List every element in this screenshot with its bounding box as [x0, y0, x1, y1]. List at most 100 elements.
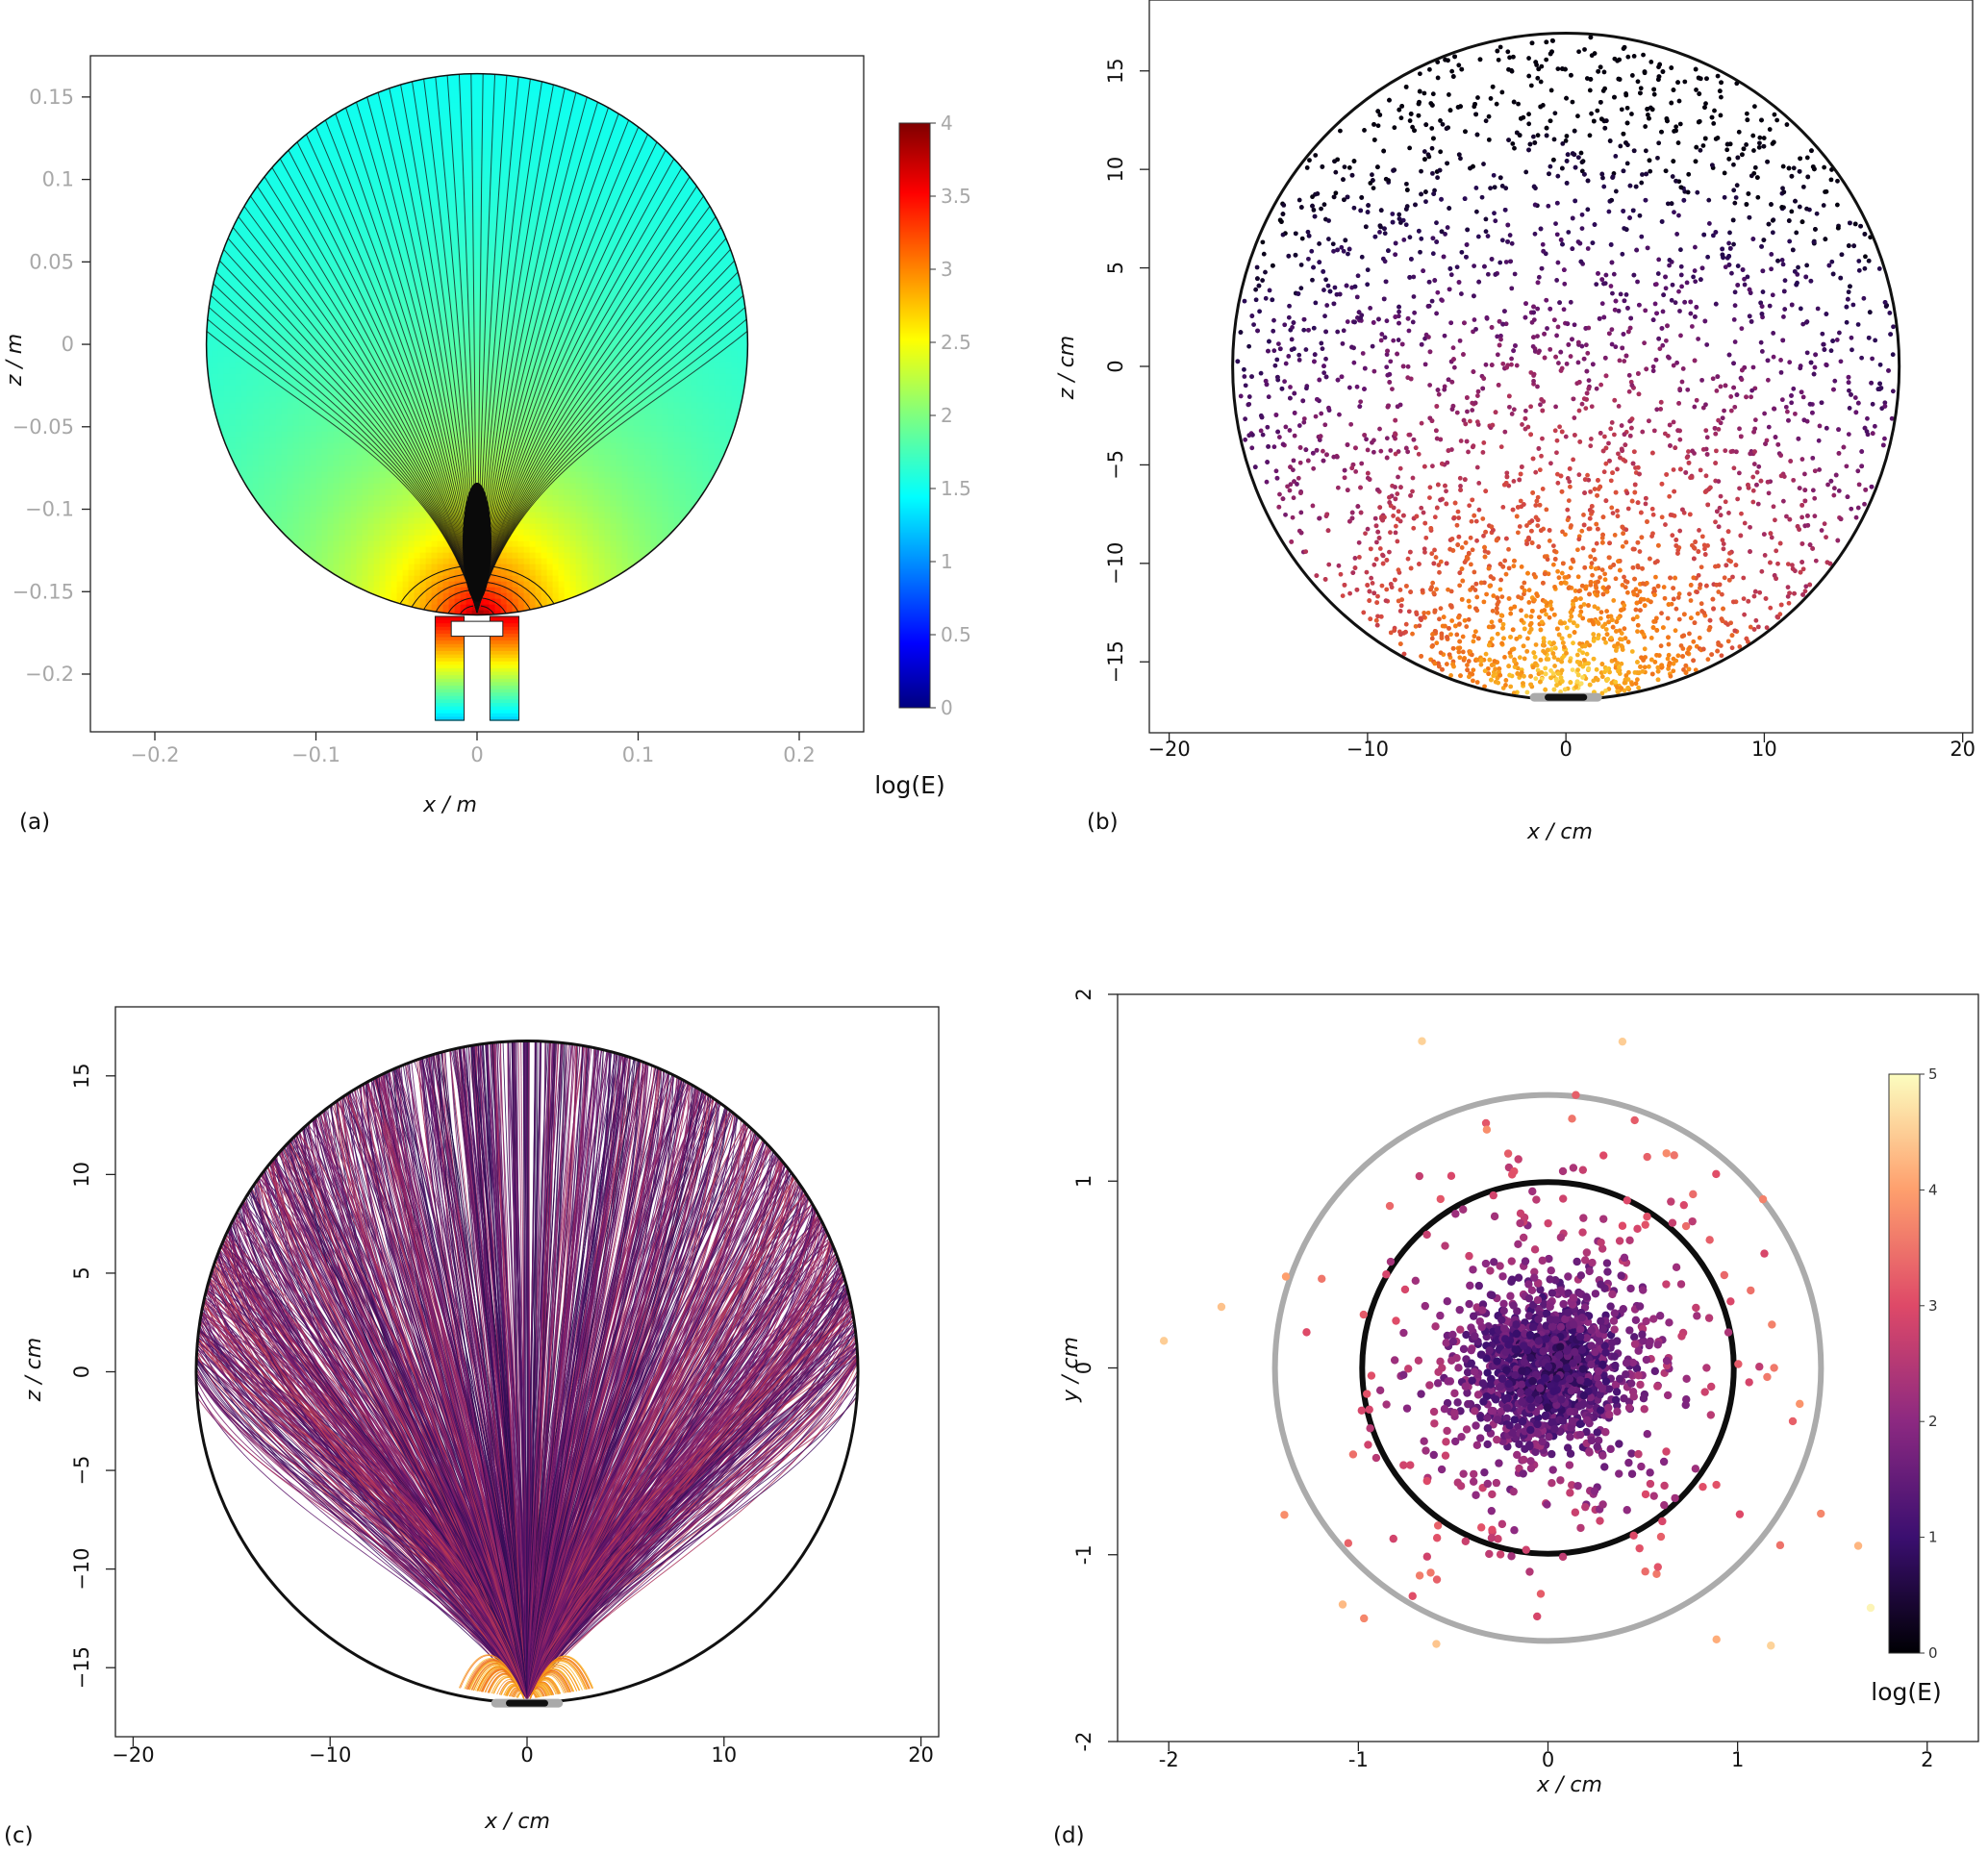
field-cell [350, 327, 358, 335]
field-cell [569, 73, 577, 81]
field-cell [471, 350, 479, 358]
field-cell [673, 212, 681, 219]
field-cell [725, 217, 733, 225]
field-cell [662, 367, 669, 375]
field-cell [696, 315, 704, 323]
field-cell [535, 223, 542, 231]
field-cell [506, 113, 514, 121]
field-cell [252, 350, 260, 358]
field-cell [315, 102, 323, 110]
field-cell [258, 292, 265, 300]
field-cell [408, 229, 415, 237]
field-cell [489, 119, 496, 127]
field-cell [517, 183, 525, 190]
field-cell [408, 165, 415, 173]
field-cell [419, 223, 427, 231]
field-cell [517, 327, 525, 335]
field-cell [719, 131, 727, 138]
field-cell [483, 90, 491, 98]
field-cell [212, 252, 219, 260]
field-cell [379, 252, 387, 260]
field-cell [535, 148, 542, 156]
field-cell [212, 102, 219, 110]
field-cell [558, 194, 566, 202]
field-cell [356, 90, 364, 98]
field-cell [696, 73, 704, 81]
field-cell [362, 160, 369, 167]
field-cell [402, 85, 410, 92]
field-cell [333, 367, 340, 375]
field-cell [587, 327, 594, 335]
field-cell [229, 235, 237, 242]
field-cell [454, 240, 462, 248]
field-cell [350, 217, 358, 225]
field-cell [235, 223, 242, 231]
field-cell [529, 125, 537, 133]
field-cell [390, 292, 398, 300]
field-cell [650, 85, 658, 92]
field-cell [575, 258, 583, 265]
field-cell [275, 229, 283, 237]
field-cell [223, 131, 231, 138]
field-cell [633, 240, 641, 248]
field-cell [235, 217, 242, 225]
field-cell [287, 154, 294, 162]
field-cell [477, 73, 485, 81]
field-cell [662, 327, 669, 335]
field-cell [627, 350, 635, 358]
field-cell [725, 327, 733, 335]
field-cell [235, 315, 242, 323]
field-cell [258, 362, 265, 369]
field-cell [719, 102, 727, 110]
field-cell [408, 212, 415, 219]
field-cell [714, 113, 721, 121]
field-cell [621, 373, 629, 381]
field-cell [546, 258, 554, 265]
field-cell [206, 356, 214, 363]
field-cell [719, 333, 727, 340]
field-cell [414, 327, 421, 335]
field-cell [667, 113, 675, 121]
field-cell [246, 240, 254, 248]
field-cell [650, 298, 658, 306]
field-cell [466, 73, 473, 81]
field-cell [662, 362, 669, 369]
field-cell [621, 258, 629, 265]
field-cell [442, 229, 450, 237]
field-cell [673, 183, 681, 190]
field-cell [696, 246, 704, 254]
field-cell [477, 131, 485, 138]
field-cell [633, 85, 641, 92]
field-cell [650, 333, 658, 340]
field-cell [333, 287, 340, 294]
field-cell [229, 137, 237, 144]
field-cell [719, 281, 727, 288]
field-cell [587, 356, 594, 363]
field-cell [714, 246, 721, 254]
field-cell [529, 246, 537, 254]
field-cell [212, 217, 219, 225]
field-cell [402, 315, 410, 323]
field-cell [310, 108, 317, 115]
field-cell [644, 188, 652, 196]
field-cell [298, 154, 306, 162]
field-cell [731, 310, 739, 317]
field-cell [627, 73, 635, 81]
field-cell [575, 73, 583, 81]
field-cell [512, 315, 519, 323]
field-cell [702, 73, 710, 81]
field-cell [575, 142, 583, 150]
field-cell [598, 119, 606, 127]
field-cell [240, 96, 248, 104]
field-cell [471, 142, 479, 150]
field-cell [315, 108, 323, 115]
field-cell [350, 252, 358, 260]
field-cell [685, 223, 692, 231]
field-cell [523, 362, 531, 369]
field-cell [258, 194, 265, 202]
field-cell [644, 154, 652, 162]
field-cell [292, 131, 300, 138]
field-cell [558, 217, 566, 225]
field-cell [292, 85, 300, 92]
field-cell [252, 206, 260, 213]
